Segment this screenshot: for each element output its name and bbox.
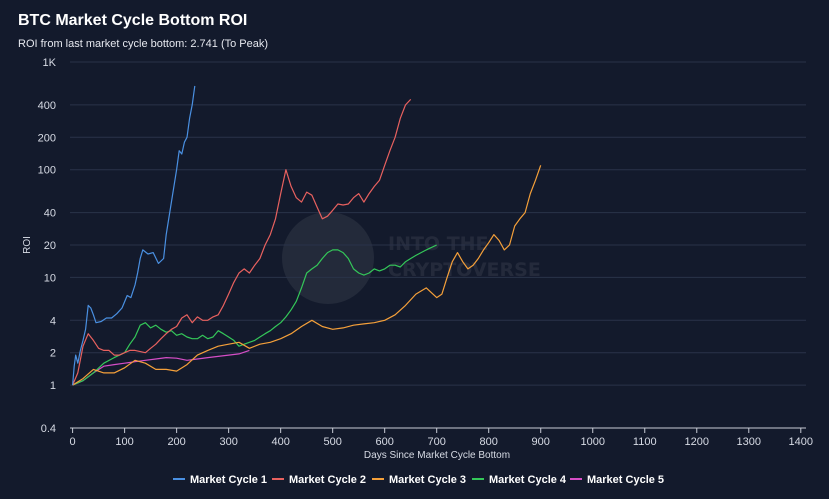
y-tick-label: 1: [50, 380, 56, 392]
legend-label: Market Cycle 1: [190, 474, 267, 486]
legend-item-market-cycle-5[interactable]: Market Cycle 5: [570, 474, 664, 486]
watermark-text-line-2: CRYPTOVERSE: [388, 259, 541, 281]
legend-item-market-cycle-2[interactable]: Market Cycle 2: [272, 474, 366, 486]
y-tick-label: 100: [38, 165, 56, 177]
x-tick-label: 1100: [633, 436, 657, 448]
legend-item-market-cycle-1[interactable]: Market Cycle 1: [173, 474, 267, 486]
y-tick-label: 1K: [43, 57, 57, 69]
y-tick-label: 0.4: [41, 423, 56, 435]
x-tick-label: 600: [376, 436, 394, 448]
chart-title: BTC Market Cycle Bottom ROI: [18, 12, 248, 29]
x-tick-label: 900: [532, 436, 550, 448]
x-tick-label: 1200: [685, 436, 709, 448]
y-tick-label: 20: [44, 240, 56, 252]
x-tick-label: 800: [480, 436, 498, 448]
legend-item-market-cycle-3[interactable]: Market Cycle 3: [372, 474, 466, 486]
x-tick-label: 1400: [789, 436, 813, 448]
series-lines: [72, 85, 542, 386]
x-tick-label: 100: [115, 436, 133, 448]
series-line-market-cycle-4: [72, 244, 437, 386]
y-tick-label: 200: [38, 132, 56, 144]
legend-item-market-cycle-4[interactable]: Market Cycle 4: [472, 474, 567, 486]
y-axis: 0.4 1 2 4 10 20 40 100 200 400 1K: [38, 57, 57, 435]
watermark-logo-icon: [282, 212, 374, 304]
x-tick-label: 700: [428, 436, 446, 448]
legend-label: Market Cycle 5: [587, 474, 664, 486]
legend-label: Market Cycle 4: [489, 474, 567, 486]
y-axis-title: ROI: [22, 236, 33, 254]
series-line-market-cycle-2: [72, 98, 412, 386]
legend-label: Market Cycle 2: [289, 474, 366, 486]
series-line-market-cycle-1: [72, 85, 196, 386]
y-tick-label: 40: [44, 208, 56, 220]
x-axis-title: Days Since Market Cycle Bottom: [364, 450, 510, 461]
watermark: INTO THE CRYPTOVERSE: [282, 212, 541, 304]
x-tick-label: 200: [167, 436, 185, 448]
legend: Market Cycle 1 Market Cycle 2 Market Cycle…: [173, 474, 664, 486]
x-tick-label: 300: [219, 436, 237, 448]
x-axis: 0 100 200 300 400 500 600 700 800 900 1000 1100 1200…: [70, 427, 813, 448]
y-tick-label: 4: [50, 315, 56, 327]
x-tick-label: 1000: [580, 436, 604, 448]
y-tick-label: 10: [44, 272, 56, 284]
series-line-market-cycle-5: [72, 349, 250, 386]
x-tick-label: 0: [70, 436, 76, 448]
y-tick-label: 400: [38, 100, 56, 112]
chart-subtitle: ROI from last market cycle bottom: 2.741…: [18, 38, 269, 50]
series-line-market-cycle-3: [72, 165, 542, 386]
x-tick-label: 400: [271, 436, 289, 448]
y-tick-label: 2: [50, 348, 56, 360]
grid: [70, 61, 806, 429]
legend-label: Market Cycle 3: [389, 474, 466, 486]
watermark-text-line-1: INTO THE: [388, 233, 489, 255]
x-tick-label: 500: [323, 436, 341, 448]
x-tick-label: 1300: [737, 436, 761, 448]
